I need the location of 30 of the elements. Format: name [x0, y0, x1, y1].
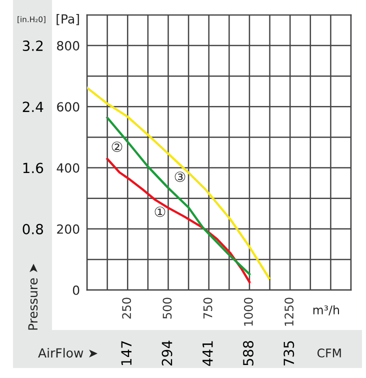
- x-tick-label: 500: [162, 298, 172, 319]
- y2-tick-label: 0.8: [22, 224, 43, 234]
- line-series: [87, 86, 270, 280]
- x2-tick-label: 588: [242, 340, 254, 366]
- y-tick-label: 400: [56, 163, 80, 173]
- text: AirFlow ➤: [38, 348, 98, 358]
- x-tick-label: 750: [203, 298, 212, 319]
- y2-tick-label: 2.4: [22, 102, 44, 112]
- y-tick-label: 0: [72, 285, 80, 295]
- y-axis-title: [Pa]: [56, 14, 79, 26]
- x2-tick-label: 147: [121, 341, 132, 365]
- x-tick-label: 250: [122, 298, 132, 319]
- y-tick-label: 800: [57, 41, 80, 50]
- annotation: ①: [154, 206, 166, 217]
- x-tick-label: 1000: [244, 298, 253, 326]
- line-series: [106, 116, 251, 276]
- y-tick-label: 200: [57, 224, 80, 234]
- x-axis-title: m³/h: [313, 305, 339, 316]
- x2-axis-title: CFM: [317, 348, 341, 358]
- y2-tick-label: 3.2: [22, 40, 43, 52]
- text: Pressure ➤: [28, 264, 38, 330]
- annotation: ③: [174, 172, 186, 182]
- annotation: ②: [112, 142, 122, 152]
- x-tick-label: 1250: [284, 298, 294, 326]
- x2-tick-label: 441: [202, 341, 213, 366]
- y2-tick-label: 1.6: [23, 162, 44, 174]
- x2-tick-label: 735: [284, 341, 294, 366]
- y-tick-label: 600: [57, 102, 80, 112]
- x2-tick-label: 294: [162, 340, 172, 366]
- line-series: [106, 158, 251, 284]
